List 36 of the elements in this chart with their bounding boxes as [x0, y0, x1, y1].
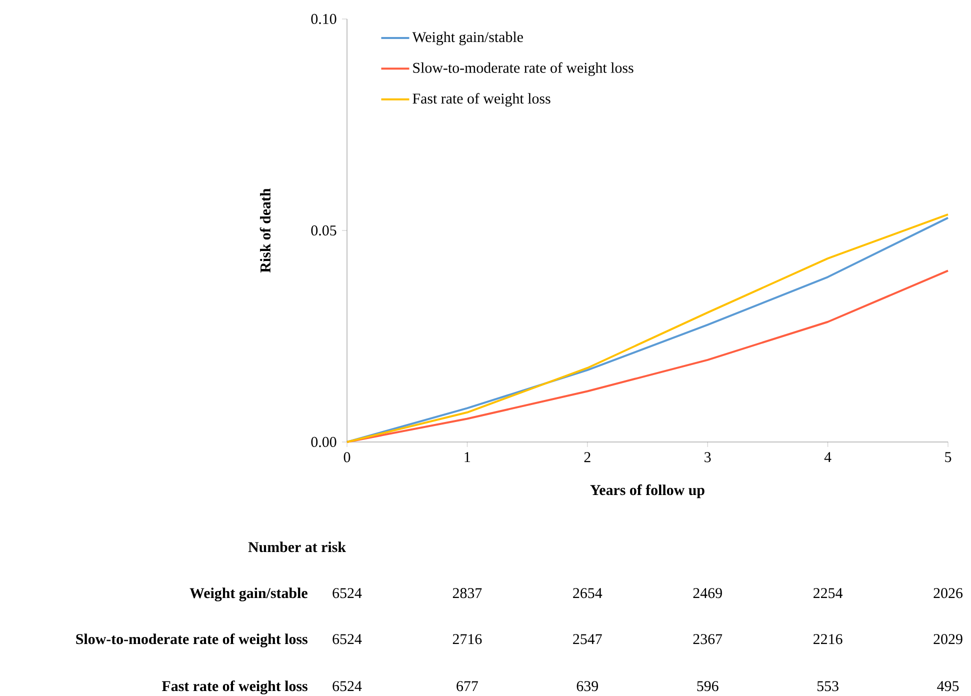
- x-tick-label: 2: [584, 452, 590, 462]
- text: Weight gain/stable: [190, 588, 308, 602]
- x-tick-label: 4: [824, 452, 832, 462]
- legend-label: Fast rate of weight loss: [412, 92, 550, 107]
- text: 596: [697, 681, 718, 692]
- legend-label: Weight gain/stable: [412, 32, 523, 46]
- y-tick-label: 0.10: [311, 14, 336, 24]
- legend-label: Slow-to-moderate rate of weight loss: [413, 62, 634, 76]
- text: 639: [576, 681, 598, 692]
- text: 2837: [452, 588, 482, 598]
- text: 2254: [814, 588, 843, 598]
- text: 2469: [693, 588, 722, 598]
- text: 6524: [332, 634, 362, 644]
- x-tick-label: 0: [344, 452, 350, 462]
- text: Slow-to-moderate rate of weight loss: [76, 633, 308, 648]
- y-axis-title: Risk of death: [260, 188, 271, 273]
- text: 6524: [332, 588, 362, 598]
- y-tick-label: 0.00: [311, 436, 336, 448]
- text: Fast rate of weight loss: [162, 680, 308, 694]
- text: 2026: [934, 588, 963, 598]
- text: 677: [456, 681, 478, 692]
- x-tick-label: 3: [704, 452, 711, 462]
- x-axis-title: Years of follow up: [590, 484, 704, 498]
- text: Number at risk: [248, 542, 346, 552]
- y-tick-label: 0.05: [311, 225, 336, 236]
- x-tick-label: 5: [945, 452, 952, 462]
- text: 2716: [452, 634, 482, 644]
- text: 2547: [573, 634, 602, 644]
- text: 2367: [693, 634, 722, 644]
- text: 6524: [332, 681, 362, 692]
- text: 2216: [814, 634, 842, 644]
- text: 2029: [934, 634, 962, 644]
- text: 495: [937, 681, 959, 692]
- text: 553: [817, 681, 838, 692]
- text: 2654: [573, 588, 602, 598]
- x-tick-label: 1: [464, 452, 470, 462]
